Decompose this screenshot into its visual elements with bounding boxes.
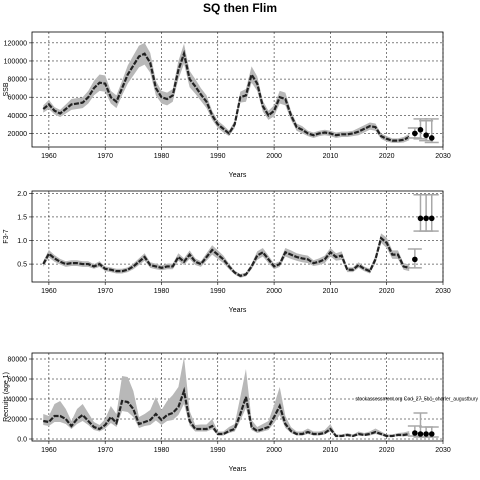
recruitment-ytick-label-0: 0.0 [17, 437, 27, 444]
ssb-projection-point-1 [417, 126, 424, 133]
fbar-xtick-label-1: 1970 [97, 288, 113, 295]
recruitment-confidence-band [43, 357, 410, 437]
ssb-xtick-label-5: 2010 [323, 153, 339, 160]
fbar-xtick-label-2: 1980 [154, 288, 170, 295]
recruitment-projection-point-1 [417, 431, 424, 437]
recruitment-xtick-label-1: 1970 [97, 447, 113, 454]
ssb-yaxis-label: SSB [3, 82, 10, 96]
recruitment-projection-point-3 [428, 431, 435, 437]
recruitment-projection-point-2 [423, 431, 429, 437]
fbar-projection-point-2 [423, 215, 429, 222]
fbar-yaxis-label: F3-7 [3, 229, 10, 244]
ssb-xaxis-label: Years [229, 172, 247, 179]
recruitment-xtick-label-4: 2000 [266, 447, 282, 454]
recruitment-ytick-label-2: 40000 [8, 397, 28, 404]
recruitment-projection-point-0 [412, 430, 418, 436]
fbar-series-line [42, 236, 410, 278]
ssb-ytick-label-3: 80000 [8, 77, 28, 84]
recruitment-ytick-label-3: 60000 [8, 377, 28, 384]
ssb-projection-point-0 [412, 130, 418, 137]
fbar-ytick-label-0: 0.5 [17, 262, 27, 269]
fbar-ytick-label-2: 1.5 [17, 214, 27, 221]
recruitment-ytick-label-1: 20000 [8, 417, 28, 424]
fbar-projection-point-1 [417, 215, 424, 222]
fbar-xtick-label-5: 2010 [323, 288, 339, 295]
ssb-xtick-label-0: 1960 [41, 153, 57, 160]
recruitment-xtick-label-3: 1990 [210, 447, 226, 454]
fbar-projection-point-0 [412, 256, 418, 263]
fbar-ytick-label-3: 2.0 [17, 191, 27, 198]
recruitment-xaxis-label: Years [229, 466, 247, 473]
fbar-xaxis-label: Years [229, 307, 247, 314]
ssb-projection-point-2 [423, 132, 429, 139]
recruitment-annotation: stockassessment.org Cod_27_5b1_charler_a… [355, 397, 478, 403]
ssb-xtick-label-3: 1990 [210, 153, 226, 160]
fbar-projection-errorbar-3 [424, 194, 439, 232]
ssb-ytick-label-0: 20000 [8, 131, 28, 138]
recruitment-ytick-label-4: 80000 [8, 357, 28, 364]
ssb-plot-frame [31, 31, 444, 148]
ssb-ytick-label-2: 60000 [8, 95, 28, 102]
recruitment-xtick-label-7: 2030 [435, 447, 451, 454]
fbar-xtick-label-6: 2020 [379, 288, 395, 295]
fbar-panel: 1960 1970 1980 1990 2000 2010 2020 2030 0.5 1.0 1.… [3, 190, 451, 314]
fbar-projection-point-3 [428, 215, 435, 222]
fbar-confidence-band [43, 233, 410, 278]
fbar-xtick-label-4: 2000 [266, 288, 282, 295]
recruitment-xtick-label-0: 1960 [41, 447, 57, 454]
ssb-xtick-label-1: 1970 [97, 153, 113, 160]
recruitment-xtick-label-2: 1980 [154, 447, 170, 454]
ssb-xtick-label-2: 1980 [154, 153, 170, 160]
ssb-xtick-label-4: 2000 [266, 153, 282, 160]
ssb-ytick-label-4: 100000 [4, 58, 27, 65]
fbar-xtick-label-0: 1960 [41, 288, 57, 295]
recruitment-panel: 1960 1970 1980 1990 2000 2010 2020 2030 0.0 20000… [3, 352, 478, 473]
figure-title: SQ then Flim [203, 1, 277, 15]
ssb-series-line [42, 49, 410, 142]
recruitment-xtick-label-6: 2020 [379, 447, 395, 454]
ssb-confidence-band [43, 42, 410, 143]
recruitment-series-line [43, 386, 410, 438]
ssb-ytick-label-1: 40000 [8, 113, 28, 120]
fbar-ytick-label-1: 1.0 [17, 238, 27, 245]
recruitment-plot-frame [31, 352, 444, 442]
recruitment-yaxis-label: Recruits (age 1) [3, 372, 10, 422]
fbar-plot-frame [31, 190, 444, 283]
ssb-projection-point-3 [428, 135, 435, 141]
fbar-xtick-label-3: 1990 [210, 288, 226, 295]
ssb-ytick-label-5: 120000 [4, 40, 27, 47]
ssb-xtick-label-6: 2020 [379, 153, 395, 160]
recruitment-xtick-label-5: 2010 [323, 447, 339, 454]
fbar-xtick-label-7: 2030 [435, 288, 451, 295]
ssb-xtick-label-7: 2030 [435, 153, 451, 160]
ssb-panel: 1960 1970 1980 1990 2000 2010 2020 2030 20000 400… [3, 31, 451, 179]
